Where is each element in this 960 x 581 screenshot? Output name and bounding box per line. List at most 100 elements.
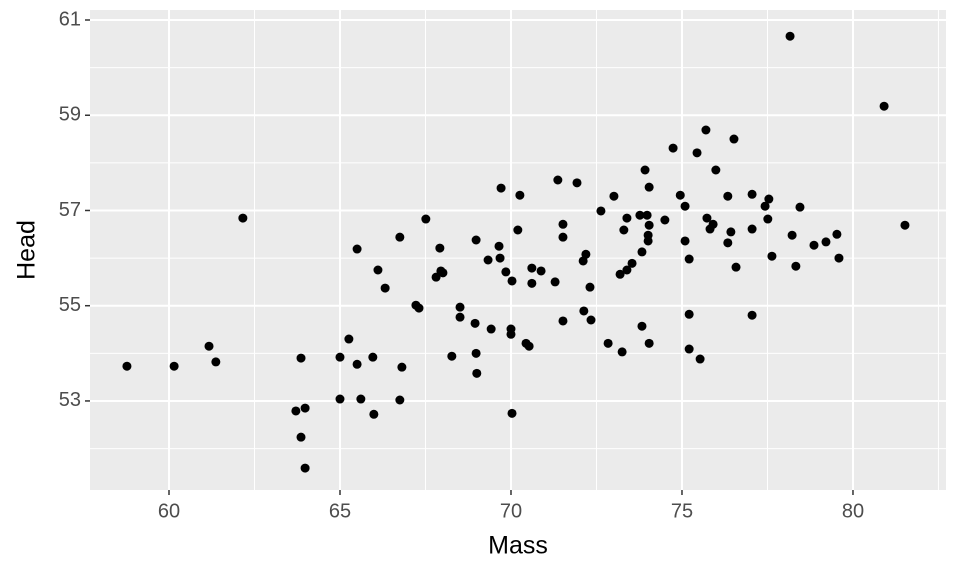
point — [701, 125, 711, 135]
point — [603, 338, 613, 348]
x-axis-title: Mass — [488, 532, 548, 560]
point — [495, 253, 505, 263]
point — [414, 303, 424, 313]
point — [684, 344, 694, 354]
point — [352, 244, 362, 254]
point — [506, 329, 516, 339]
point — [619, 225, 629, 235]
point — [300, 463, 310, 473]
point — [791, 261, 801, 271]
point — [494, 241, 504, 251]
point — [558, 316, 568, 326]
y-axis-title: Head — [13, 220, 41, 280]
point — [344, 334, 354, 344]
point — [395, 232, 405, 242]
point — [795, 202, 805, 212]
point — [527, 263, 537, 273]
point — [644, 182, 654, 192]
point — [527, 278, 537, 288]
point — [668, 143, 678, 153]
point — [471, 235, 481, 245]
point — [356, 394, 366, 404]
point — [558, 219, 568, 229]
point — [211, 357, 221, 367]
point — [642, 210, 652, 220]
point — [507, 408, 517, 418]
point — [486, 324, 496, 334]
point — [572, 178, 582, 188]
point — [640, 165, 650, 175]
point — [596, 206, 606, 216]
point — [644, 220, 654, 230]
point — [335, 394, 345, 404]
point — [496, 183, 506, 193]
x-tick-label: 80 — [842, 500, 864, 522]
point — [524, 341, 534, 351]
x-tick-label: 65 — [329, 500, 351, 522]
point — [438, 268, 448, 278]
point — [483, 255, 493, 265]
point — [300, 403, 310, 413]
point — [617, 347, 627, 357]
point — [731, 262, 741, 272]
point — [472, 368, 482, 378]
point — [644, 338, 654, 348]
point — [536, 266, 546, 276]
point — [395, 395, 405, 405]
point — [380, 283, 390, 293]
point — [879, 101, 889, 111]
point — [637, 247, 647, 257]
y-tick-label: 59 — [59, 104, 81, 126]
point — [785, 31, 795, 41]
point — [335, 352, 345, 362]
point — [729, 134, 739, 144]
point — [684, 309, 694, 319]
point — [515, 190, 525, 200]
point — [296, 353, 306, 363]
point — [834, 253, 844, 263]
point — [760, 201, 770, 211]
point — [747, 224, 757, 234]
point — [291, 406, 301, 416]
y-tick-label: 55 — [59, 294, 81, 316]
point — [501, 267, 511, 277]
point — [455, 302, 465, 312]
point — [637, 321, 647, 331]
point — [702, 213, 712, 223]
point — [635, 210, 645, 220]
point — [763, 214, 773, 224]
point — [680, 201, 690, 211]
point — [726, 227, 736, 237]
point — [581, 249, 591, 259]
point — [507, 276, 517, 286]
point — [373, 265, 383, 275]
point — [352, 359, 362, 369]
point — [711, 165, 721, 175]
point — [695, 354, 705, 364]
point — [368, 352, 378, 362]
point — [609, 191, 619, 201]
point — [586, 315, 596, 325]
point — [421, 214, 431, 224]
point — [900, 220, 910, 230]
point — [622, 213, 632, 223]
point — [296, 432, 306, 442]
point — [513, 225, 523, 235]
panel — [90, 10, 946, 490]
x-tick-label: 70 — [500, 500, 522, 522]
x-tick-label: 75 — [671, 500, 693, 522]
point — [764, 194, 774, 204]
point — [627, 258, 637, 268]
point — [471, 348, 481, 358]
point — [692, 148, 702, 158]
point — [435, 243, 445, 253]
point — [585, 282, 595, 292]
point — [558, 232, 568, 242]
point — [397, 362, 407, 372]
point — [787, 230, 797, 240]
point — [622, 265, 632, 275]
point — [723, 191, 733, 201]
point — [723, 238, 733, 248]
y-tick-label: 61 — [59, 8, 81, 30]
